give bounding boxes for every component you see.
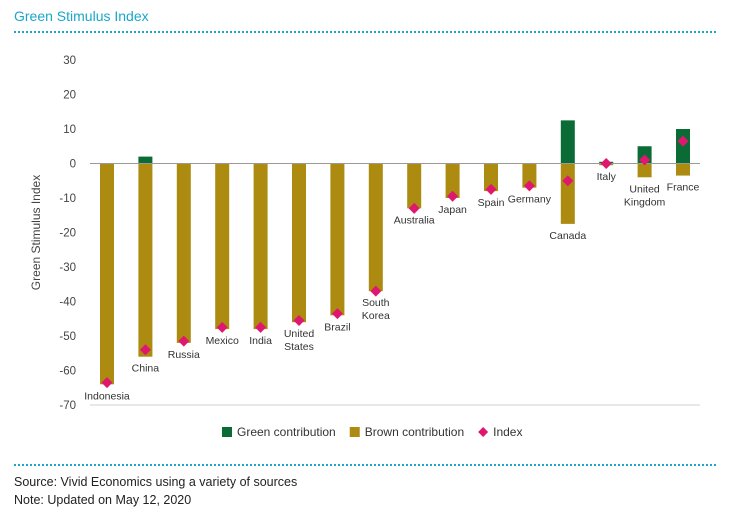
update-note: Note: Updated on May 12, 2020: [14, 493, 192, 507]
index-marker: [101, 377, 113, 389]
category-label: Brazil: [324, 321, 350, 333]
index-marker: [139, 344, 151, 356]
category-label: Korea: [362, 310, 390, 322]
category-label: Canada: [549, 230, 586, 242]
y-tick-label: 10: [63, 124, 76, 136]
y-tick-label: 30: [63, 55, 76, 67]
legend-label: Brown contribution: [365, 425, 464, 439]
legend-label: Index: [493, 425, 522, 439]
category-label: Italy: [597, 171, 617, 183]
category-label: United: [629, 183, 660, 195]
category-label: Germany: [508, 194, 552, 206]
category-label: Australia: [394, 214, 435, 226]
bottom-divider: [14, 464, 716, 466]
index-marker: [255, 321, 267, 333]
brown-contribution-bar: [330, 163, 345, 316]
category-label: Japan: [438, 204, 467, 216]
category-label: Kingdom: [624, 196, 666, 208]
brown-contribution-bar: [368, 163, 383, 292]
legend-index-swatch: [478, 427, 489, 437]
index-marker: [216, 321, 228, 333]
category-label: Spain: [478, 197, 505, 209]
green-contribution-bar: [138, 156, 153, 164]
index-marker: [447, 190, 459, 202]
category-label: China: [132, 363, 160, 375]
brown-contribution-bar: [176, 163, 191, 343]
index-marker: [639, 154, 651, 166]
brown-contribution-bar: [138, 163, 153, 357]
index-marker: [293, 314, 305, 326]
brown-contribution-bar: [407, 163, 422, 209]
y-axis-title: Green Stimulus Index: [29, 175, 43, 290]
brown-contribution-bar: [445, 163, 460, 198]
category-label: Mexico: [206, 335, 239, 347]
y-tick-label: -30: [59, 262, 76, 274]
brown-contribution-bar: [292, 163, 306, 323]
brown-contribution-bar: [100, 163, 114, 385]
brown-contribution-bar: [676, 163, 690, 176]
index-marker: [331, 308, 343, 320]
category-label: France: [667, 182, 700, 194]
category-label: Indonesia: [84, 390, 130, 402]
y-tick-label: -60: [59, 366, 76, 378]
index-marker: [677, 135, 689, 147]
brown-contribution-bar: [560, 163, 575, 224]
index-marker: [370, 285, 382, 297]
legend-swatch: [349, 427, 360, 437]
category-label: United: [284, 328, 315, 340]
index-marker: [523, 180, 535, 192]
y-tick-label: -70: [59, 400, 76, 412]
y-tick-label: -10: [59, 193, 76, 205]
y-tick-label: 20: [63, 90, 76, 102]
index-marker: [485, 183, 497, 195]
brown-contribution-bar: [522, 163, 537, 188]
index-marker: [408, 202, 420, 214]
legend-label: Green contribution: [237, 425, 336, 439]
index-marker: [178, 335, 190, 347]
category-label: States: [284, 341, 314, 353]
y-tick-label: -40: [59, 297, 76, 309]
category-label: Russia: [168, 349, 200, 361]
legend-swatch: [222, 427, 232, 437]
brown-contribution-bar: [253, 163, 268, 330]
brown-contribution-bar: [484, 163, 498, 192]
category-label: South: [362, 297, 390, 309]
y-tick-label: -50: [59, 331, 76, 343]
source-note: Source: Vivid Economics using a variety …: [14, 475, 298, 489]
category-label: India: [249, 335, 272, 347]
top-divider: [14, 31, 716, 33]
index-marker: [562, 175, 574, 187]
brown-contribution-bar: [637, 163, 652, 178]
y-tick-label: 0: [70, 159, 76, 171]
brown-contribution-bar: [215, 163, 230, 330]
index-marker: [600, 158, 612, 169]
green-contribution-bar: [560, 120, 575, 164]
chart-title: Green Stimulus Index: [14, 8, 149, 24]
y-tick-label: -20: [59, 228, 76, 240]
